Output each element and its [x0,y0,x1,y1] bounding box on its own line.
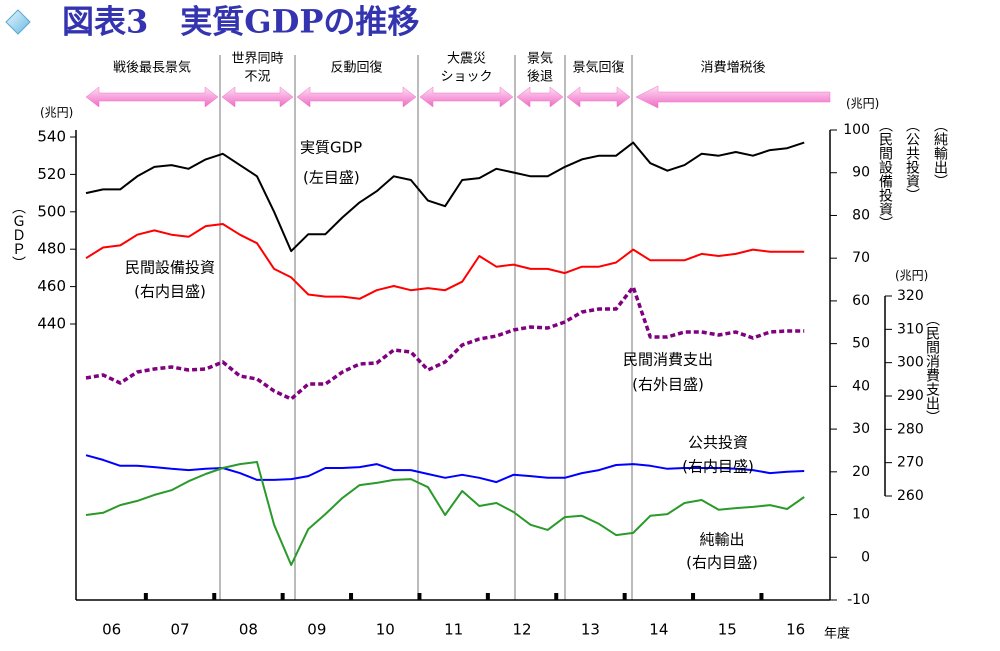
y3-tick-label: 260 [897,488,924,504]
series-scale: (右外目盛) [632,376,704,394]
year-mark [143,593,148,600]
y2-tick-label: 100 [843,122,870,138]
y-unit: (兆円) [40,106,73,120]
period-label: 後退 [527,70,553,85]
year-mark [280,593,285,600]
period-label: 戦後最長景気 [113,60,191,76]
y-tick-label: 480 [37,240,66,258]
period-label: 不況 [244,70,270,85]
chart-title: 図表3 実質GDPの推移 [62,3,419,41]
y-tick-label: 440 [37,315,66,333]
series-name: 民間消費支出 [623,351,713,369]
period-arrow [85,86,219,108]
series-name: 実質GDP [300,139,362,157]
y2-tick-label: 60 [852,293,870,309]
y2-unit: (兆円) [846,97,879,111]
y2-tick-label: 30 [852,421,870,437]
title-icon [5,9,31,35]
y2-tick-label: 90 [852,165,870,181]
period-label: 反動回復 [330,60,382,76]
series-line [85,223,805,300]
x-label: 年度 [824,626,850,642]
period-label: 景気回復 [572,60,624,76]
y-tick-label: 540 [37,128,66,146]
period-arrow [635,85,831,109]
y2-tick-label: 20 [852,464,870,480]
year-mark [759,593,764,600]
y2-tick-label: 80 [852,207,870,223]
y2-tick-label: 50 [852,336,870,352]
series-scale: (右内目盛) [682,458,754,476]
y3-label: （民間消費支出） [924,312,940,424]
x-tick-label: 13 [581,621,600,639]
period-label: 世界同時 [231,52,283,67]
series-name: 公共投資 [688,434,748,452]
series-name: 民間設備投資 [125,259,215,277]
x-tick-label: 11 [444,621,463,639]
series-line [85,285,805,401]
period-arrow [566,86,631,108]
y3-tick-label: 300 [897,355,924,371]
x-tick-label: 08 [239,621,258,639]
series-line [85,454,805,484]
series-scale: (右内目盛) [686,554,758,572]
series-line [85,141,805,253]
period-arrow [296,86,417,108]
y2-label: （公共投資） [904,118,920,202]
y2-tick-label: 40 [852,378,870,394]
y2-label: （民間設備投資） [877,118,893,230]
year-mark [554,593,559,600]
year-mark [417,593,422,600]
year-mark [622,593,627,600]
x-tick-label: 10 [376,621,395,639]
y3-tick-label: 280 [897,421,924,437]
y-tick-label: 460 [37,277,66,295]
y2-tick-label: -10 [847,592,870,608]
y3-tick-label: 290 [897,388,924,404]
x-tick-label: 07 [171,621,190,639]
series-line [85,461,805,566]
x-tick-label: 16 [786,621,805,639]
period-arrow [221,86,294,108]
y3-tick-label: 320 [897,288,924,304]
y-tick-label: 500 [37,202,66,220]
y3-unit: (兆円) [895,269,928,283]
x-tick-label: 06 [102,621,121,639]
y2-label: （純輸出） [932,118,948,188]
year-mark [485,593,490,600]
x-tick-label: 09 [307,621,326,639]
y3-tick-label: 270 [897,455,924,471]
series-scale: (左目盛) [303,169,360,187]
period-label: 景気 [527,51,553,67]
series-scale: (右内目盛) [134,283,206,301]
series-name: 純輸出 [699,531,744,549]
period-label: 消費増税後 [700,61,765,76]
year-mark [212,593,217,600]
x-tick-label: 12 [513,621,532,639]
x-tick-label: 14 [649,621,668,639]
y-tick-label: 520 [37,165,66,183]
y2-tick-label: 0 [861,549,870,565]
period-arrow [516,86,564,108]
x-tick-label: 15 [718,621,737,639]
year-mark [349,593,354,600]
y-label: （ＧＤＰ） [10,200,26,270]
y2-tick-label: 10 [852,507,870,523]
y2-tick-label: 70 [852,250,870,266]
period-label: ショック [440,70,492,85]
period-label: 大震災 [447,52,486,67]
y3-tick-label: 310 [897,321,924,337]
year-mark [691,593,696,600]
period-arrow [419,86,514,108]
